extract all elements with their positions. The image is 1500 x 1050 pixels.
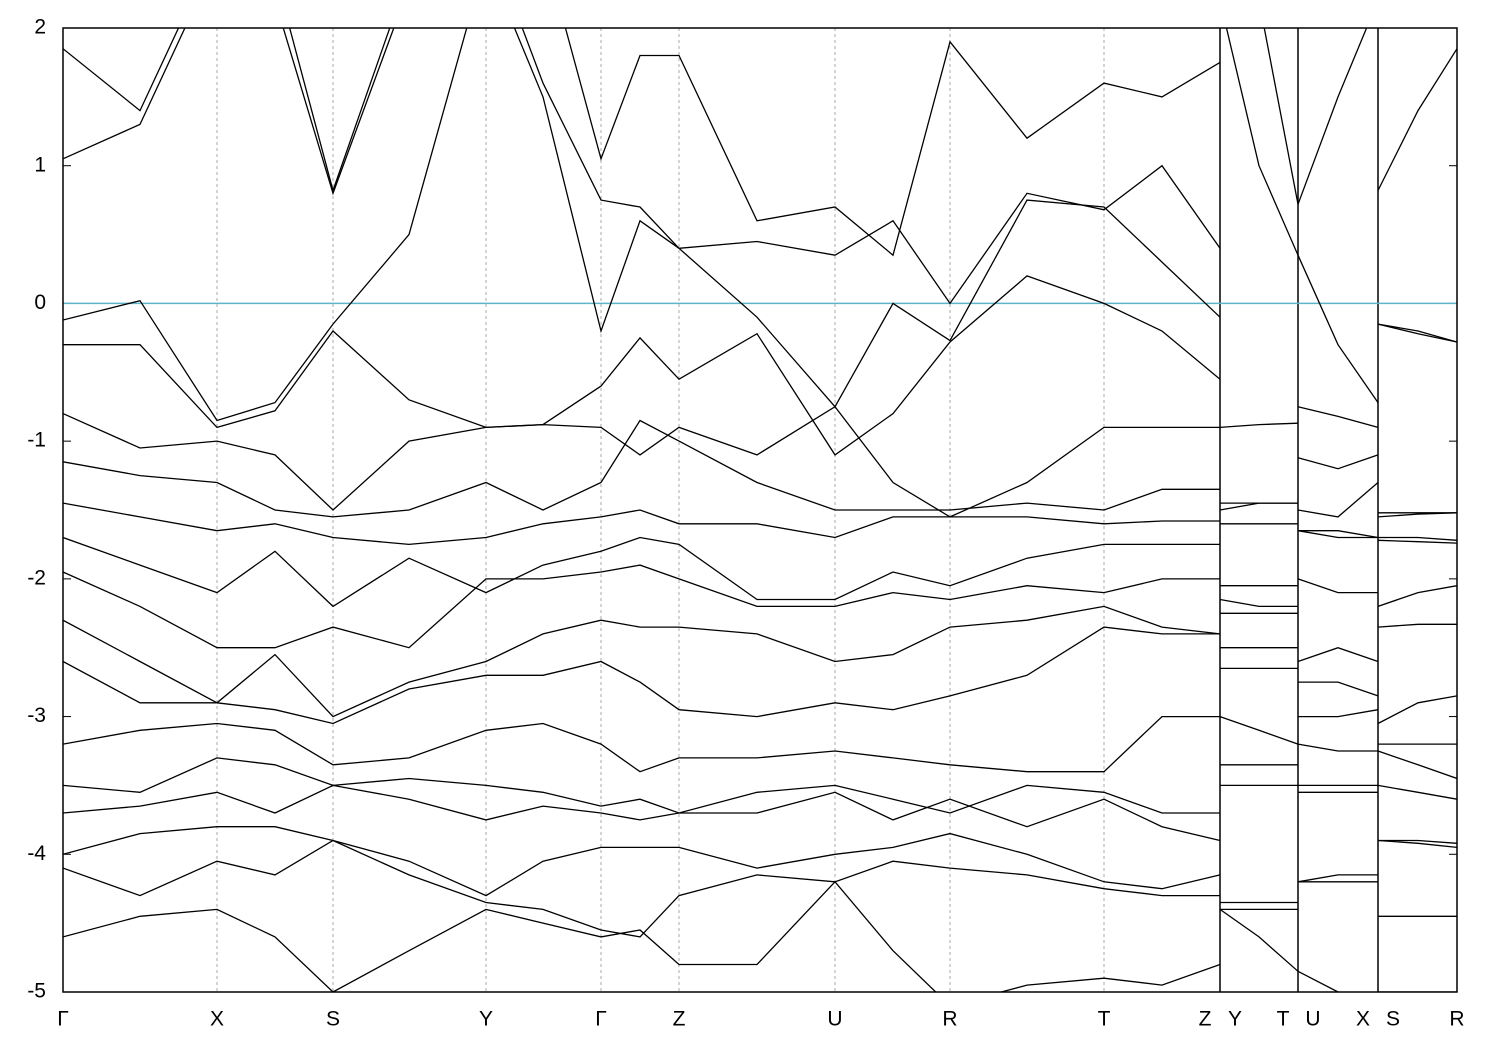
band: [63, 28, 1457, 403]
y-tick-label: -4: [27, 842, 46, 865]
y-tick-label: -5: [27, 980, 46, 1003]
band: [63, 715, 1457, 780]
y-tick-label: 2: [34, 16, 46, 39]
x-tick-label: T: [1277, 1008, 1290, 1031]
band: [63, 784, 1457, 849]
plot-frame: [62, 27, 1458, 993]
y-tick-label: -2: [27, 566, 46, 589]
band: [63, 28, 1457, 257]
band: [63, 405, 1457, 518]
x-tick-label: Y: [479, 1008, 493, 1031]
band: [63, 605, 1457, 725]
band: [63, 880, 1457, 992]
x-tick-label: R: [942, 1008, 957, 1031]
band: [63, 826, 1457, 904]
plot-area: [63, 28, 1457, 992]
y-tick-label: -3: [27, 704, 46, 727]
band: [63, 275, 1457, 514]
x-tick-label: Z: [1199, 1008, 1212, 1031]
x-tick-label: R: [1449, 1008, 1464, 1031]
x-tick-label: X: [1356, 1008, 1370, 1031]
x-tick-label: Z: [673, 1008, 686, 1031]
band: [63, 839, 1457, 938]
band: [63, 419, 1457, 541]
x-tick-label: T: [1098, 1008, 1111, 1031]
x-tick-label: U: [1305, 1008, 1320, 1031]
band: [63, 502, 1457, 587]
band: [63, 626, 1457, 745]
x-tick-label: Γ: [57, 1008, 69, 1031]
band: [63, 564, 1457, 663]
x-tick-label: S: [1386, 1008, 1400, 1031]
y-tick-label: -1: [27, 429, 46, 452]
y-tick-label: 1: [34, 153, 46, 176]
x-tick-label: Γ: [595, 1008, 607, 1031]
band: [63, 536, 1457, 608]
x-tick-label: Y: [1228, 1008, 1242, 1031]
band: [63, 28, 1457, 429]
x-tick-label: S: [326, 1008, 340, 1031]
x-tick-label: X: [210, 1008, 224, 1031]
x-tick-label: U: [827, 1008, 842, 1031]
band: [63, 757, 1457, 814]
y-tick-label: 0: [34, 291, 46, 314]
